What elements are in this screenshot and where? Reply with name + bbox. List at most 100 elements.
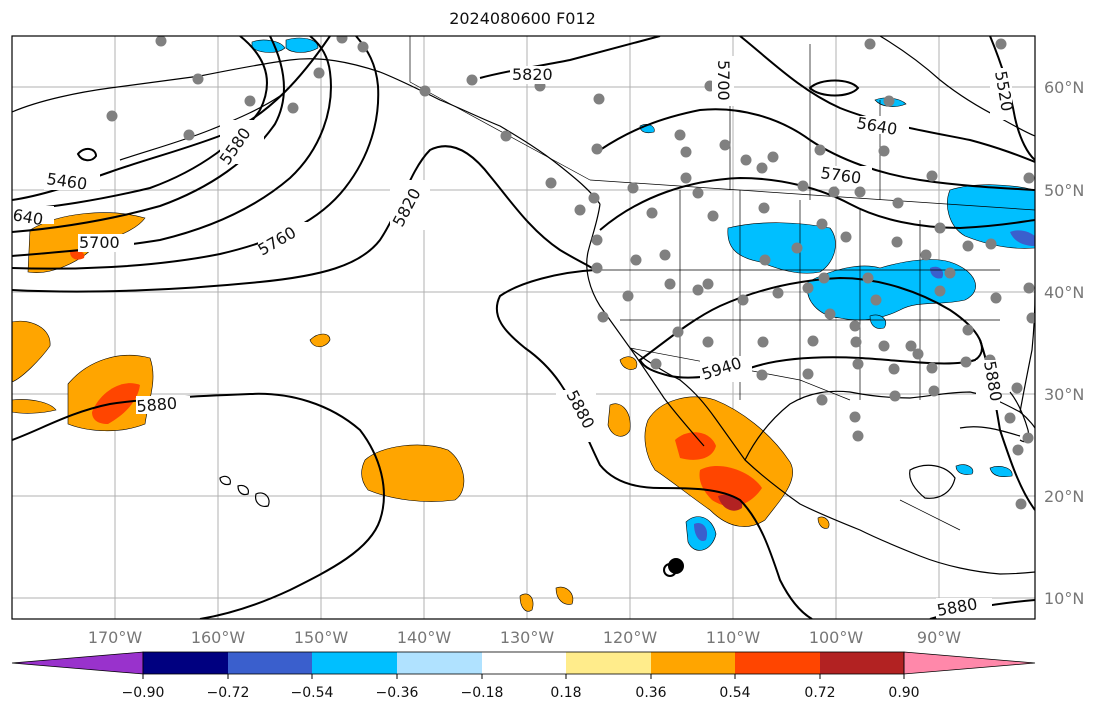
west-coast-na [586, 203, 1035, 575]
svg-text:5820: 5820 [512, 65, 553, 84]
svg-text:5700: 5700 [714, 60, 733, 101]
contour-5580 [12, 36, 269, 211]
svg-text:5700: 5700 [79, 233, 120, 252]
map-frame [11, 35, 1036, 620]
clabel-5700-north: 5700 [712, 56, 734, 106]
colorbar-tick-label: −0.36 [376, 685, 419, 701]
fill-orange-pacific-left2 [12, 399, 57, 414]
fill-blue-gulf [955, 464, 974, 475]
fill-red-pacific-west [70, 250, 85, 260]
fill-orange-small-3 [817, 516, 830, 529]
clabel-5880-south: 5880 [935, 594, 992, 619]
contour-5700-east [599, 176, 1035, 231]
clabel-5760-east: 5760 [818, 163, 872, 188]
lon-label: 90°W [917, 628, 961, 647]
contour-5640-west [12, 36, 286, 233]
fill-red-mexico2 [699, 466, 762, 507]
colorbar-tick-label: 0.18 [550, 685, 581, 701]
contour-closed-low [808, 79, 860, 97]
colorbar: −0.90 −0.72 −0.54 −0.36 −0.18 0.18 0.36 … [11, 651, 1036, 701]
lat-label: 30°N [1044, 385, 1084, 404]
alaska-coast [12, 58, 601, 205]
longitude-labels: 170°W 160°W 150°W 140°W 130°W 120°W 110°… [88, 628, 961, 647]
fill-orange-pacific-small [309, 333, 331, 348]
fill-red-mexico [675, 432, 716, 460]
contour-5520 [989, 36, 1035, 161]
fill-orange-pacific-south2 [555, 586, 574, 605]
lat-label: 40°N [1044, 283, 1084, 302]
contour-small-loop [76, 148, 98, 162]
fill-blue-gulf2 [989, 466, 1013, 478]
clabel-5520: 5520 [990, 68, 1017, 120]
lon-label: 160°W [191, 628, 246, 647]
colorbar-tick-label: 0.36 [635, 685, 666, 701]
lat-label: 60°N [1044, 78, 1084, 97]
lon-label: 100°W [809, 628, 864, 647]
map-title: 2024080600 F012 [449, 9, 596, 28]
colorbar-segment [482, 652, 566, 674]
fill-orange-baja [619, 356, 638, 370]
colorbar-tick-label: 0.72 [804, 685, 835, 701]
clabel-5760-west: 5760 [255, 222, 310, 259]
contour-labels: 5820 5700 5640 5520 5460 5580 640 5700 5… [12, 56, 1017, 619]
colorbar-tick-label: −0.18 [461, 685, 504, 701]
hawaii-2 [237, 484, 249, 496]
clabel-5880-center: 5880 [556, 387, 598, 442]
colorbar-tick-label: −0.72 [207, 685, 250, 701]
colorbar-high-extend [903, 651, 1036, 675]
lat-label: 20°N [1044, 487, 1084, 506]
colorbar-tick-label: 0.90 [888, 685, 919, 701]
clabel-5580: 5580 [216, 120, 264, 168]
colorbar-segment [735, 652, 820, 674]
svg-text:5880: 5880 [136, 394, 178, 416]
fill-orange-mexico-small [607, 403, 631, 437]
baja-peninsula [629, 347, 705, 447]
lon-label: 110°W [706, 628, 761, 647]
fill-blue-alaska2 [285, 37, 319, 53]
colorbar-tick-label: −0.54 [291, 685, 334, 701]
yucatan [909, 464, 956, 499]
fill-orange-pacific-left [12, 320, 51, 383]
contour-5760-east [599, 108, 1035, 191]
colorbar-segment [312, 652, 397, 674]
fill-indigo-great-lakes [1010, 230, 1035, 246]
clabel-5880-east: 5880 [976, 359, 1006, 410]
fill-orange-pacific-south [519, 593, 534, 612]
colorbar-low-extend [11, 651, 144, 675]
clabel-5820-center: 5820 [389, 180, 430, 230]
lon-label: 150°W [294, 628, 349, 647]
clabel-5460: 5460 [44, 169, 100, 194]
clabel-5820-north: 5820 [510, 65, 564, 84]
colorbar-segment [651, 652, 735, 674]
colorbar-segment [228, 652, 312, 674]
hawaii-3 [255, 492, 270, 507]
fill-indigo-east-pacific [694, 522, 708, 542]
clabel-5700-west: 5700 [78, 233, 134, 252]
cuba [959, 426, 1021, 437]
precip-fill-areas [12, 37, 1035, 612]
contour-5880-east [495, 269, 813, 619]
colorbar-segment [397, 652, 482, 674]
fill-orange-central-pacific [361, 444, 465, 502]
colorbar-segment [143, 652, 228, 674]
fill-blue-texas [869, 314, 887, 329]
cyclone-marker [663, 558, 684, 577]
lon-label: 140°W [397, 628, 452, 647]
latitude-labels: 60°N 50°N 40°N 30°N 20°N 10°N [1044, 78, 1084, 608]
clabel-5940: 5940 [699, 353, 752, 384]
colorbar-segment [820, 652, 904, 674]
contour-5820-east [479, 36, 661, 79]
lat-label: 50°N [1044, 181, 1084, 200]
lon-label: 120°W [603, 628, 658, 647]
lon-label: 170°W [88, 628, 143, 647]
colorbar-tick-label: 0.54 [719, 685, 750, 701]
lon-label: 130°W [500, 628, 555, 647]
contour-5760-west [12, 36, 380, 270]
hawaii-1 [219, 475, 231, 486]
clabel-5880-west: 5880 [136, 394, 190, 416]
colorbar-tick-label: −0.90 [122, 685, 165, 701]
colorbar-segment [566, 652, 651, 674]
lat-label: 10°N [1044, 589, 1084, 608]
station-dots [106, 36, 1035, 510]
